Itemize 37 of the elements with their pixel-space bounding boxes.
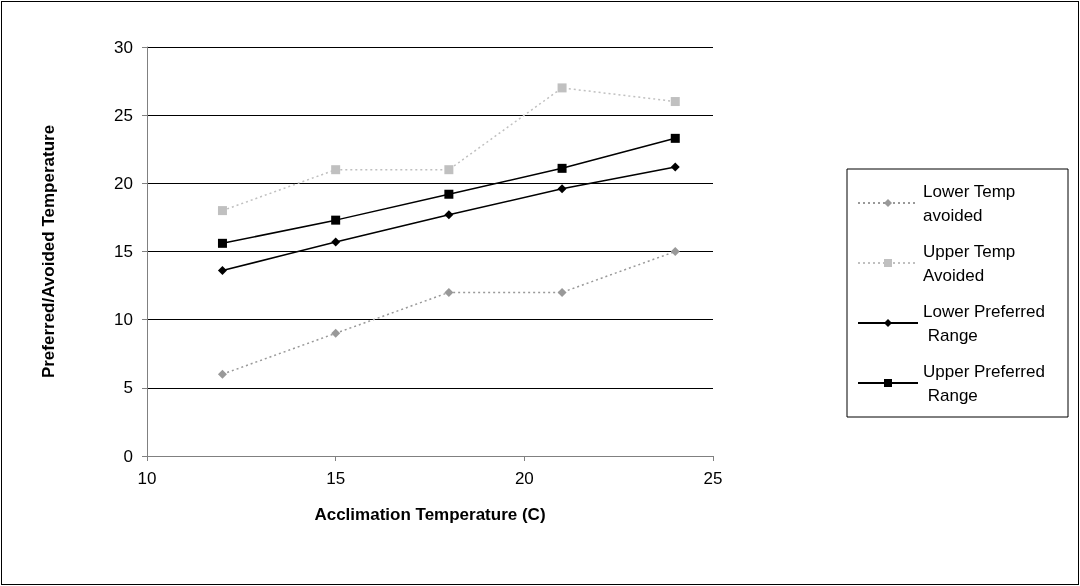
y-tick-label: 10: [114, 310, 133, 330]
x-tick-label: 15: [326, 469, 346, 488]
y-tick-label: 15: [114, 242, 133, 261]
x-tick-label: 20: [514, 469, 534, 488]
y-tick-label: 20: [114, 173, 133, 193]
point: [331, 237, 341, 247]
point: [444, 165, 454, 175]
point: [444, 287, 454, 297]
x-axis-title: Acclimation Temperature (C): [314, 505, 546, 524]
point: [217, 369, 227, 379]
point: [444, 189, 454, 199]
point: [557, 83, 567, 93]
legend-label: Lower Temp avoided: [923, 181, 1021, 225]
x-tick-label: 25: [703, 469, 723, 488]
y-tick-label: 5: [123, 378, 133, 398]
y-tick-label: 30: [114, 37, 133, 57]
point: [670, 247, 680, 256]
legend-label: Upper Temp Avoided: [923, 241, 1021, 285]
y-tick-label: 25: [114, 105, 133, 125]
x-tick-label: 10: [137, 469, 157, 488]
point: [217, 238, 227, 248]
point: [331, 215, 341, 225]
legend-label: Upper Preferred Range: [923, 361, 1045, 405]
point: [444, 210, 454, 220]
point: [557, 184, 567, 194]
point: [557, 287, 567, 297]
point: [331, 328, 341, 338]
point: [217, 266, 227, 276]
point: [331, 165, 341, 175]
point: [670, 162, 680, 172]
y-tick-label: 0: [123, 446, 133, 466]
y-axis-title: Preferred/Avoided Temperature: [39, 124, 58, 379]
point: [670, 97, 680, 107]
point: [217, 206, 227, 216]
point: [670, 133, 680, 143]
legend-label: Lower Preferred Range: [923, 301, 1045, 345]
point: [557, 163, 567, 173]
